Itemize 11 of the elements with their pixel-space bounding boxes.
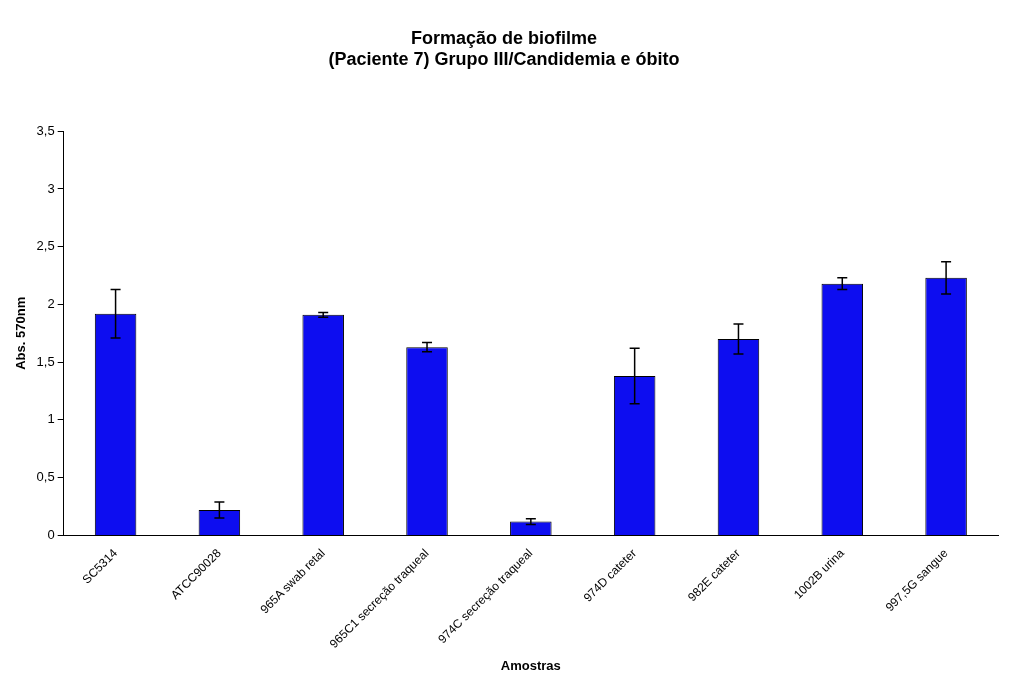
y-axis-title: Abs. 570nm <box>13 296 29 370</box>
y-tick-label: 0 <box>47 526 55 542</box>
y-tick-label: 3 <box>47 180 55 196</box>
y-tick-label: 1 <box>47 411 55 427</box>
y-tick-label: 2 <box>47 296 55 312</box>
y-tick-label: 1,5 <box>36 353 55 369</box>
y-tick-label: 0,5 <box>36 469 55 485</box>
chart-title: Formação de biofilme (Paciente 7) Grupo III/Candidemia e óbito <box>328 27 680 70</box>
x-axis-title: Amostras <box>500 657 561 673</box>
y-tick-label: 3,5 <box>36 122 55 138</box>
y-tick-label: 2,5 <box>36 238 55 254</box>
